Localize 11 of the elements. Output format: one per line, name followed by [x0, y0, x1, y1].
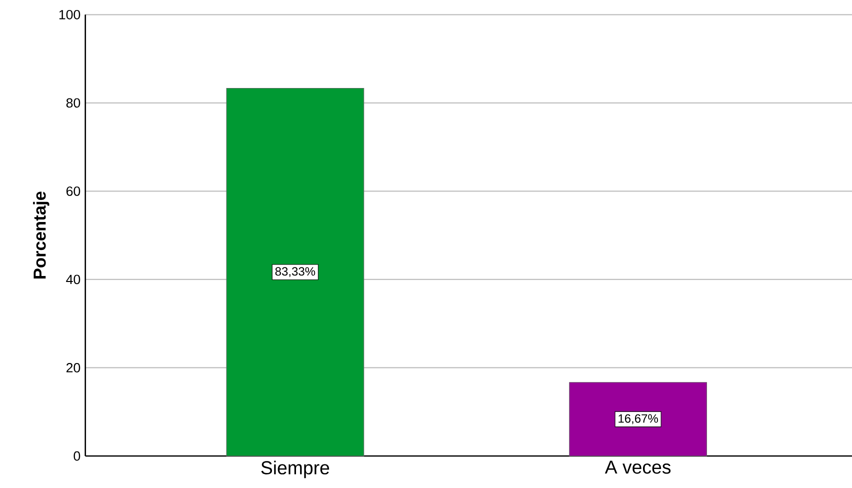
- y-tick-label: 20: [66, 363, 80, 372]
- data-label: 83,33%: [275, 267, 316, 278]
- y-tick-label: 40: [66, 274, 80, 284]
- y-axis-title: Porcentaje: [33, 192, 50, 278]
- y-tick-label: 80: [66, 98, 80, 108]
- x-tick-label: Siempre: [261, 460, 330, 478]
- y-tick-label: 100: [59, 10, 80, 20]
- y-tick-label: 60: [66, 186, 80, 196]
- x-tick-label: A veces: [604, 460, 671, 474]
- data-label: 16,67%: [618, 414, 658, 424]
- y-tick-label: 0: [74, 451, 80, 461]
